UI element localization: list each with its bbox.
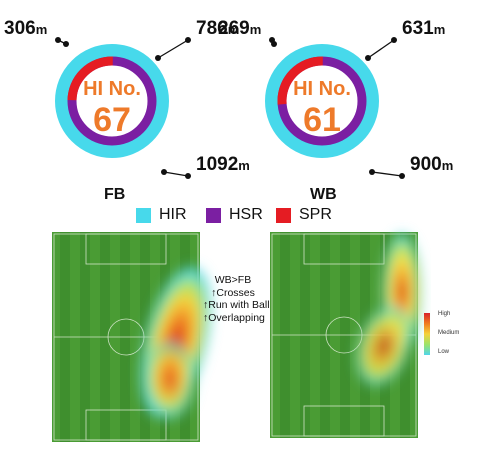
scale-label-high: High bbox=[438, 311, 451, 317]
data-label-hir: 900m bbox=[369, 154, 453, 179]
chart-label-fb: FB bbox=[104, 186, 126, 203]
svg-text:269m: 269m bbox=[218, 18, 261, 39]
legend-hsr: HSR bbox=[206, 206, 263, 224]
legend-swatch-spr bbox=[276, 207, 291, 223]
slice-spr bbox=[67, 56, 113, 101]
donut-fb: HI No.67 306m 786m 1092m bbox=[4, 18, 250, 179]
legend-swatch-hsr bbox=[206, 207, 221, 223]
donut-hole bbox=[77, 66, 147, 136]
svg-text:306m: 306m bbox=[4, 18, 47, 39]
data-label-hsr: 631m bbox=[365, 18, 445, 61]
slice-hir bbox=[265, 44, 379, 158]
svg-text:631m: 631m bbox=[402, 18, 445, 39]
donut-hole bbox=[287, 66, 357, 136]
callout-line: ↑Crosses bbox=[211, 286, 255, 299]
donut-wb: HI No.61 269m 631m 900m bbox=[218, 18, 453, 179]
scale-label-medium: Medium bbox=[438, 330, 460, 336]
slice-spr bbox=[277, 56, 323, 105]
legend-swatch-hir bbox=[136, 207, 151, 223]
center-value: 61 bbox=[303, 101, 341, 139]
heatmap-fb bbox=[52, 232, 213, 442]
scale-label-low: Low bbox=[438, 349, 450, 355]
heatmap-callout: WB>FB ↑Crosses ↑Run with Ball ↑Overlappi… bbox=[203, 274, 270, 324]
legend-spr: SPR bbox=[276, 206, 332, 224]
svg-text:1092m: 1092m bbox=[196, 154, 250, 175]
heatmap-scale: High Medium Low bbox=[418, 311, 478, 361]
legend-hir: HIR bbox=[136, 206, 187, 224]
svg-text:786m: 786m bbox=[196, 18, 239, 39]
data-label-hsr: 786m bbox=[155, 18, 239, 61]
data-label-spr: 306m bbox=[4, 18, 69, 47]
slice-hir bbox=[55, 44, 169, 158]
legend-label-spr: SPR bbox=[299, 206, 332, 223]
callout-line: ↑Overlapping bbox=[203, 311, 265, 324]
callout-line: ↑Run with Ball bbox=[203, 299, 270, 312]
legend-label-hir: HIR bbox=[159, 206, 187, 223]
center-value: 67 bbox=[93, 101, 131, 139]
chart-label-wb: WB bbox=[310, 186, 337, 203]
data-label-hir: 1092m bbox=[161, 154, 250, 179]
center-title: HI No. bbox=[83, 78, 141, 100]
legend-label-hsr: HSR bbox=[229, 206, 263, 223]
data-label-spr: 269m bbox=[218, 18, 277, 47]
heatmap-wb bbox=[270, 232, 422, 438]
callout-line: WB>FB bbox=[214, 274, 252, 286]
heatmap-scale-bar bbox=[424, 313, 430, 355]
center-title: HI No. bbox=[293, 78, 351, 100]
svg-text:900m: 900m bbox=[410, 154, 453, 175]
